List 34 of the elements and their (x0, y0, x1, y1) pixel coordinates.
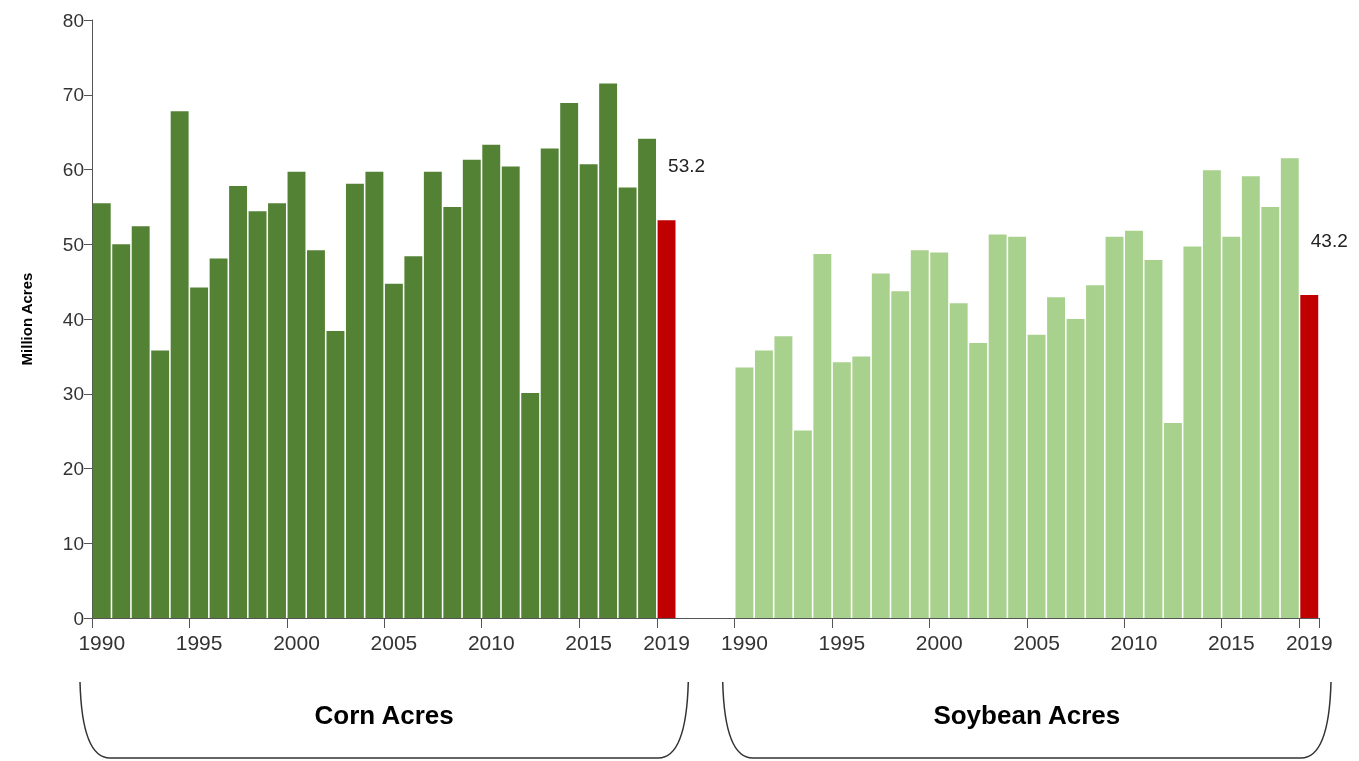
x-tick-label: 1990 (78, 631, 126, 654)
y-tick-label: 10 (62, 532, 84, 554)
y-tick-label: 30 (62, 383, 84, 405)
bar (1105, 236, 1124, 618)
y-tick-label: 70 (62, 84, 84, 106)
bar (287, 171, 306, 618)
y-tick-label: 60 (62, 159, 84, 180)
y-tick-label: 50 (62, 233, 84, 255)
x-tick-label: 2019 (643, 631, 690, 654)
x-tick-label: 2010 (467, 631, 515, 654)
bar (657, 220, 676, 618)
bar (1300, 295, 1319, 618)
data-label: 53.2 (668, 155, 706, 177)
x-tick-label: 2005 (370, 631, 418, 654)
y-axis-title: Million Acres (18, 272, 35, 366)
x-tick-label: 2015 (1208, 631, 1255, 654)
x-tick-label: 1995 (818, 631, 866, 654)
x-tick-label: 2015 (565, 631, 612, 654)
data-label: 43.2 (1310, 230, 1348, 252)
y-tick-label: 20 (62, 458, 84, 479)
x-tick-label: 2010 (1110, 631, 1158, 654)
x-tick-label: 2005 (1013, 631, 1060, 654)
x-tick-label: 2000 (273, 631, 320, 654)
y-tick-label: 40 (62, 308, 84, 330)
text: Corn Acres (314, 700, 454, 731)
x-tick-label: 1990 (721, 631, 768, 654)
y-tick-label: 0 (73, 607, 84, 629)
x-tick-label: 2000 (915, 631, 963, 654)
bar (735, 367, 754, 618)
text: Soybean Acres (933, 700, 1121, 731)
bar (1280, 158, 1299, 618)
x-tick-label: 2019 (1285, 631, 1333, 654)
x-tick-label: 1995 (175, 631, 223, 654)
y-tick-label: 80 (62, 9, 84, 31)
